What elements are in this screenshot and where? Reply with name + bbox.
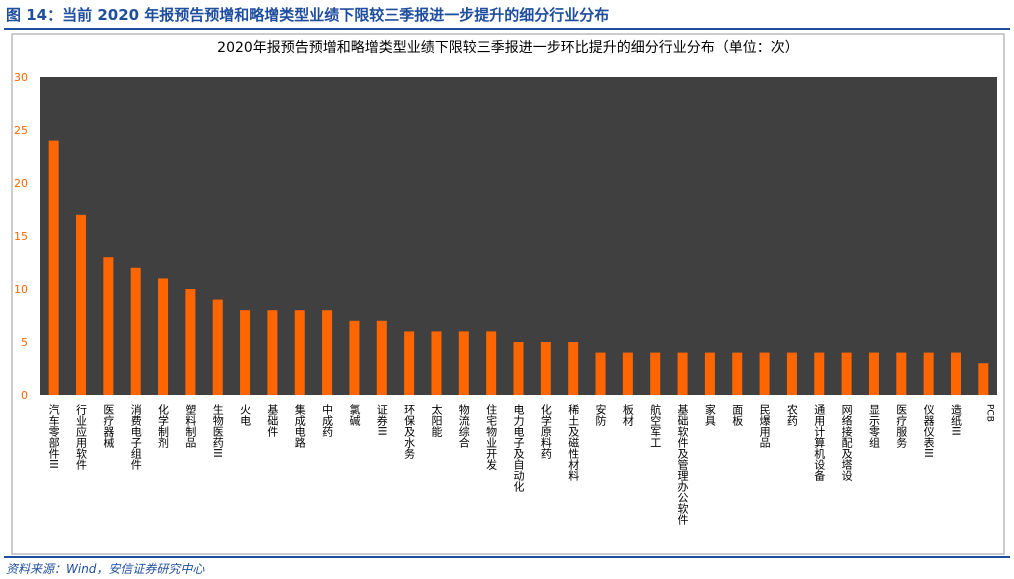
x-tick-label: 环保及水务: [403, 404, 416, 459]
bar-4: [158, 278, 169, 395]
bar-20: [595, 352, 606, 395]
bar-18: [540, 342, 551, 395]
bar-2: [103, 257, 114, 395]
bar-32: [923, 352, 934, 395]
x-tick-label: 太阳能: [430, 404, 443, 438]
x-tick-label: 化学原料药: [539, 403, 552, 460]
y-tick-label: 25: [14, 124, 28, 137]
x-tick-label: 板材: [621, 403, 634, 426]
bar-6: [212, 299, 223, 395]
bar-8: [267, 310, 278, 395]
bar-27: [786, 352, 797, 395]
bar-14: [431, 331, 442, 395]
bottom-rule: [4, 556, 1010, 558]
x-tick-label: 中成药: [321, 404, 334, 438]
x-tick-label: 网络接配及塔设: [840, 404, 853, 482]
x-tick-label: 安防: [594, 403, 607, 427]
bars: [48, 140, 989, 395]
y-tick-label: 20: [14, 177, 28, 190]
y-tick-label: 15: [14, 230, 28, 243]
x-tick-label: 集成电路: [293, 403, 306, 449]
x-tick-label: 造纸III: [949, 403, 962, 436]
x-tick-label: 稀土及磁性材料: [567, 404, 580, 482]
x-tick-label: 电力电子及自动化: [512, 404, 525, 493]
x-tick-label: 医疗服务: [895, 404, 908, 448]
x-tick-label: 农药: [785, 403, 798, 427]
x-tick-label: 住宅物业开发: [485, 403, 498, 471]
bar-13: [404, 331, 415, 395]
bar-26: [759, 352, 770, 395]
bar-34: [978, 363, 989, 395]
x-tick-label: 氯碱: [348, 403, 361, 427]
bar-29: [841, 352, 852, 395]
x-tick-label: 家具: [703, 403, 716, 426]
y-tick-label: 30: [14, 71, 28, 84]
x-tick-label: 化学制剂: [157, 403, 170, 449]
bar-25: [732, 352, 743, 395]
bar-22: [650, 352, 661, 395]
bar-12: [376, 320, 387, 395]
chart-title: 2020年报预告预增和略增类型业绩下限较三季报进一步环比提升的细分行业分布（单位…: [217, 40, 799, 56]
x-tick-label: 行业应用软件: [75, 404, 88, 471]
x-tick-label: 航空军工: [649, 403, 662, 448]
bar-7: [240, 310, 251, 395]
x-tick-label: 基础软件及管理办公软件: [676, 404, 689, 526]
bar-33: [950, 352, 961, 395]
y-tick-label: 0: [21, 389, 28, 402]
x-tick-label: 生物医药III: [211, 403, 224, 458]
x-axis-labels: 汽车零部件III 行业应用软件 医疗器械 消费电子组件 化学制剂 塑料制品 生物医药III 火…: [47, 403, 994, 526]
bar-15: [458, 331, 469, 395]
x-tick-label: 基础件: [266, 404, 279, 438]
x-tick-label: 仪器仪表III: [922, 404, 935, 458]
y-tick-label: 5: [21, 336, 28, 349]
bar-3: [130, 267, 141, 395]
figure-title: 图 14：当前 2020 年报预告预增和略增类型业绩下限较三季报进一步提升的细分…: [6, 6, 610, 24]
top-rule: [4, 28, 1010, 30]
bar-21: [622, 352, 633, 395]
x-tick-label: PCB: [984, 404, 994, 422]
x-tick-label: 物流综合: [457, 403, 470, 448]
x-tick-label: 汽车零部件III: [47, 403, 60, 469]
bar-16: [486, 331, 497, 395]
y-axis: 0 5 10 15 20 25 30: [14, 71, 28, 402]
bar-10: [322, 310, 333, 395]
bar-0: [48, 140, 59, 395]
x-tick-label: 民爆用品: [758, 404, 771, 448]
source-note: 资料来源：Wind，安信证券研究中心: [6, 562, 205, 576]
x-tick-label: 塑料制品: [184, 403, 197, 448]
bar-11: [349, 320, 360, 395]
x-tick-label: 火电: [239, 404, 252, 426]
y-tick-label: 10: [14, 283, 28, 296]
x-tick-label: 医疗器械: [102, 404, 115, 449]
bar-31: [896, 352, 907, 395]
bar-5: [185, 289, 196, 395]
bar-1: [76, 214, 87, 395]
bar-19: [568, 342, 579, 395]
bar-30: [868, 352, 879, 395]
bar-17: [513, 342, 524, 395]
x-tick-label: 显示零组: [867, 404, 880, 448]
x-tick-label: 证券III: [375, 404, 388, 436]
bar-28: [814, 352, 825, 395]
bar-23: [677, 352, 688, 395]
bar-9: [294, 310, 305, 395]
x-tick-label: 消费电子组件: [129, 403, 142, 471]
x-tick-label: 通用计算机设备: [813, 404, 826, 482]
bar-24: [704, 352, 715, 395]
x-tick-label: 面板: [731, 404, 744, 427]
